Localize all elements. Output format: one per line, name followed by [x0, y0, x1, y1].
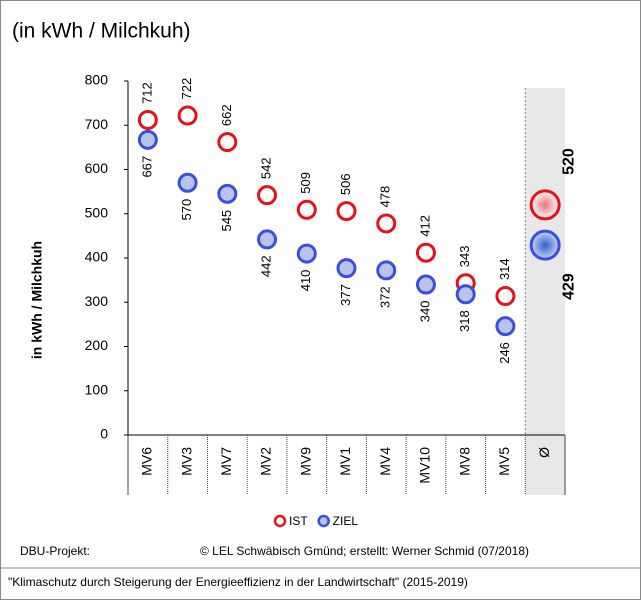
data-label: 372: [378, 286, 393, 308]
data-label: 412: [417, 215, 432, 237]
y-tick-label: 200: [85, 337, 109, 353]
dot: [455, 284, 476, 305]
dot: [529, 189, 561, 221]
dot: [257, 185, 278, 206]
data-label: 506: [338, 173, 353, 195]
legend-marker: [317, 514, 330, 528]
x-tick-label: Ø: [536, 447, 552, 458]
data-label: 246: [497, 342, 512, 364]
footer-subtitle: "Klimaschutz durch Steigerung der Energi…: [8, 575, 468, 589]
data-label: 340: [417, 301, 432, 323]
y-tick-label: 300: [85, 293, 109, 309]
data-label: 343: [457, 246, 472, 268]
dot: [376, 260, 397, 281]
y-tick-label: 0: [100, 426, 108, 442]
data-label: 442: [258, 255, 273, 277]
data-label: 545: [219, 210, 234, 232]
dot: [495, 316, 516, 337]
y-tick-label: 500: [85, 204, 109, 220]
y-axis-label: in kWh / Milchkuh: [29, 241, 45, 359]
dot: [336, 258, 357, 279]
data-label: 570: [179, 199, 194, 221]
dot: [415, 274, 436, 295]
y-tick-label: 400: [85, 249, 109, 265]
x-tick-label: MV2: [258, 447, 274, 476]
x-tick-label: MV7: [218, 447, 234, 476]
data-label: 377: [338, 284, 353, 306]
average-column: [525, 88, 565, 495]
dot: [217, 132, 238, 153]
footer-credit: © LEL Schwäbisch Gmünd; erstellt: Werner…: [200, 544, 529, 558]
dot: [177, 172, 198, 193]
data-label: 314: [497, 258, 512, 280]
x-tick-label: MV10: [417, 447, 433, 484]
x-tick-label: MV8: [456, 447, 472, 476]
x-tick-label: MV1: [337, 447, 353, 476]
dot: [257, 229, 278, 250]
dot: [296, 199, 317, 220]
data-label: 662: [219, 104, 234, 126]
data-label: 722: [179, 78, 194, 100]
data-label: 410: [298, 270, 313, 292]
legend-label: IST: [289, 514, 308, 528]
y-tick-label: 600: [85, 160, 109, 176]
data-label: 712: [139, 82, 154, 104]
x-tick-label: MV3: [178, 447, 194, 476]
data-label: 429: [560, 273, 577, 300]
dot: [217, 183, 238, 204]
data-label: 667: [139, 156, 154, 178]
x-tick-label: MV6: [139, 447, 155, 476]
dot: [336, 201, 357, 222]
y-tick-label: 700: [85, 116, 109, 132]
dot: [529, 229, 561, 261]
dot: [296, 243, 317, 264]
data-label: 318: [457, 310, 472, 332]
dot: [415, 242, 436, 263]
x-tick-label: MV5: [496, 447, 512, 476]
footer-project: DBU-Projekt:: [20, 544, 90, 558]
legend-marker: [273, 514, 287, 528]
dot: [137, 109, 158, 130]
dot: [495, 286, 516, 307]
data-label: 478: [378, 186, 393, 208]
dot: [137, 129, 158, 150]
data-label: 520: [560, 148, 577, 175]
data-label: 509: [298, 172, 313, 194]
y-tick-label: 800: [85, 72, 109, 88]
dot: [177, 105, 198, 126]
x-tick-label: MV4: [377, 447, 393, 476]
dot: [376, 213, 397, 234]
x-tick-label: MV9: [297, 447, 313, 476]
legend-label: ZIEL: [333, 514, 359, 528]
y-tick-label: 100: [85, 381, 109, 397]
chart-title: (in kWh / Milchkuh): [12, 20, 191, 43]
data-label: 542: [258, 157, 273, 179]
